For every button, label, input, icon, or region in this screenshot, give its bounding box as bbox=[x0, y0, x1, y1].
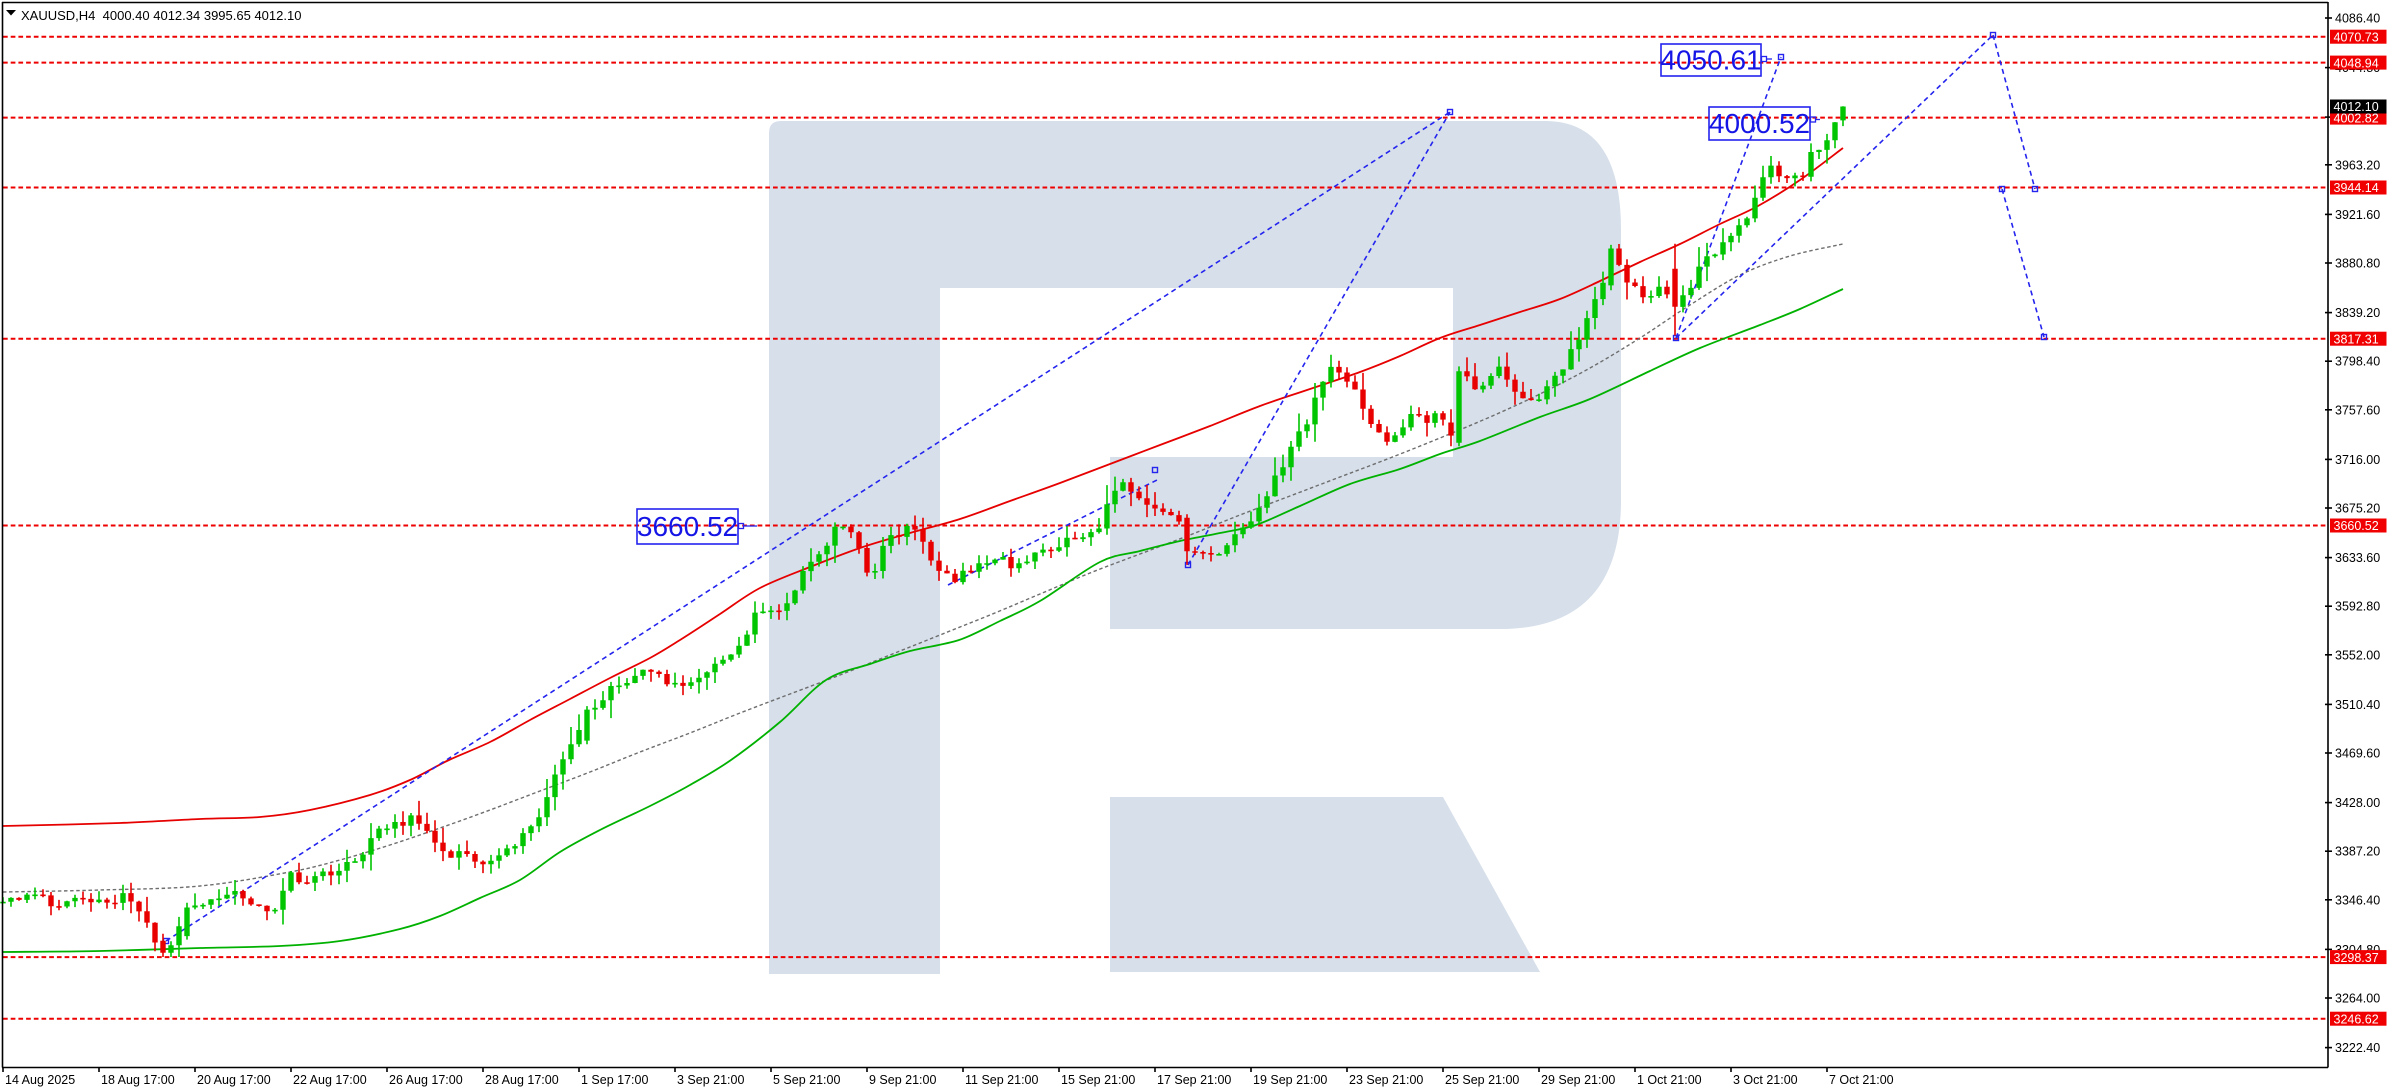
svg-text:7 Oct 21:00: 7 Oct 21:00 bbox=[1829, 1073, 1894, 1087]
svg-text:3469.60: 3469.60 bbox=[2335, 747, 2380, 761]
svg-text:3552.00: 3552.00 bbox=[2335, 648, 2380, 662]
svg-text:11 Sep 21:00: 11 Sep 21:00 bbox=[965, 1073, 1038, 1087]
svg-text:15 Sep 21:00: 15 Sep 21:00 bbox=[1061, 1073, 1135, 1087]
svg-text:3944.14: 3944.14 bbox=[2334, 181, 2379, 195]
svg-text:4000.52: 4000.52 bbox=[1709, 108, 1810, 139]
svg-text:3387.20: 3387.20 bbox=[2335, 845, 2380, 859]
svg-text:19 Sep 21:00: 19 Sep 21:00 bbox=[1253, 1073, 1327, 1087]
svg-text:3660.52: 3660.52 bbox=[2334, 519, 2379, 533]
svg-text:4086.40: 4086.40 bbox=[2335, 12, 2380, 26]
svg-text:25 Sep 21:00: 25 Sep 21:00 bbox=[1445, 1073, 1519, 1087]
svg-text:XAUUSD,H4 4000.40 4012.34 399: XAUUSD,H4 4000.40 4012.34 3995.65 4012.1… bbox=[21, 8, 301, 23]
svg-text:1 Sep 17:00: 1 Sep 17:00 bbox=[581, 1073, 648, 1087]
svg-text:3264.00: 3264.00 bbox=[2335, 992, 2380, 1006]
svg-text:14 Aug 2025: 14 Aug 2025 bbox=[5, 1073, 75, 1087]
svg-text:1 Oct 21:00: 1 Oct 21:00 bbox=[1637, 1073, 1702, 1087]
svg-text:4002.82: 4002.82 bbox=[2334, 111, 2379, 125]
svg-text:18 Aug 17:00: 18 Aug 17:00 bbox=[101, 1073, 175, 1087]
svg-text:3839.20: 3839.20 bbox=[2335, 306, 2380, 320]
svg-text:3716.00: 3716.00 bbox=[2335, 453, 2380, 467]
svg-text:3921.60: 3921.60 bbox=[2335, 208, 2380, 222]
svg-text:3346.40: 3346.40 bbox=[2335, 893, 2380, 907]
svg-text:23 Sep 21:00: 23 Sep 21:00 bbox=[1349, 1073, 1423, 1087]
svg-text:3428.00: 3428.00 bbox=[2335, 796, 2380, 810]
svg-text:3510.40: 3510.40 bbox=[2335, 698, 2380, 712]
svg-text:3592.80: 3592.80 bbox=[2335, 600, 2380, 614]
svg-text:4048.94: 4048.94 bbox=[2334, 56, 2379, 70]
svg-text:3 Oct 21:00: 3 Oct 21:00 bbox=[1733, 1073, 1798, 1087]
svg-text:3880.80: 3880.80 bbox=[2335, 257, 2380, 271]
svg-text:4050.61: 4050.61 bbox=[1660, 45, 1761, 76]
svg-text:17 Sep 21:00: 17 Sep 21:00 bbox=[1157, 1073, 1231, 1087]
svg-text:3222.40: 3222.40 bbox=[2335, 1041, 2380, 1055]
svg-text:20 Aug 17:00: 20 Aug 17:00 bbox=[197, 1073, 271, 1087]
svg-text:4012.10: 4012.10 bbox=[2334, 100, 2379, 114]
svg-text:3298.37: 3298.37 bbox=[2334, 951, 2379, 965]
svg-text:9 Sep 21:00: 9 Sep 21:00 bbox=[869, 1073, 936, 1087]
svg-text:28 Aug 17:00: 28 Aug 17:00 bbox=[485, 1073, 559, 1087]
svg-text:3817.31: 3817.31 bbox=[2334, 332, 2379, 346]
svg-text:22 Aug 17:00: 22 Aug 17:00 bbox=[293, 1073, 367, 1087]
svg-text:3 Sep 21:00: 3 Sep 21:00 bbox=[677, 1073, 744, 1087]
svg-text:3963.20: 3963.20 bbox=[2335, 158, 2380, 172]
svg-text:26 Aug 17:00: 26 Aug 17:00 bbox=[389, 1073, 463, 1087]
svg-text:4070.73: 4070.73 bbox=[2334, 30, 2379, 44]
svg-text:3757.60: 3757.60 bbox=[2335, 403, 2380, 417]
svg-text:3798.40: 3798.40 bbox=[2335, 355, 2380, 369]
svg-text:3246.62: 3246.62 bbox=[2334, 1012, 2379, 1026]
svg-text:3675.20: 3675.20 bbox=[2335, 502, 2380, 516]
svg-text:5 Sep 21:00: 5 Sep 21:00 bbox=[773, 1073, 840, 1087]
svg-text:29 Sep 21:00: 29 Sep 21:00 bbox=[1541, 1073, 1615, 1087]
svg-text:3660.52: 3660.52 bbox=[637, 511, 738, 542]
svg-text:3633.60: 3633.60 bbox=[2335, 551, 2380, 565]
